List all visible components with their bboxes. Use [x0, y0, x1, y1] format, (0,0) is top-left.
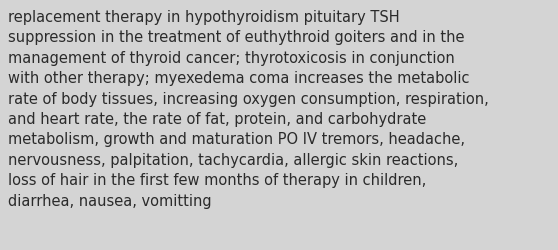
Text: replacement therapy in hypothyroidism pituitary TSH
suppression in the treatment: replacement therapy in hypothyroidism pi… — [8, 10, 489, 208]
